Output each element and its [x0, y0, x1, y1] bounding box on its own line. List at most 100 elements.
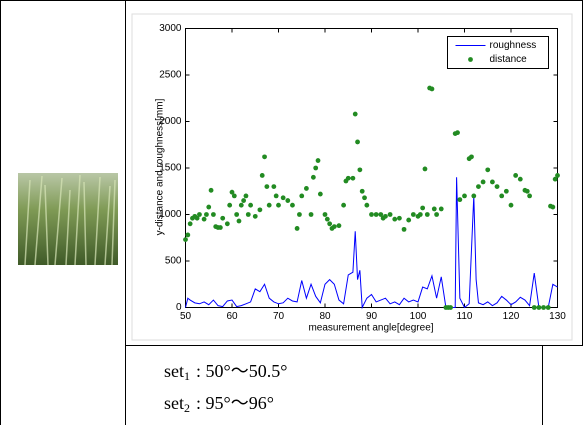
y-tick-label: 1000 — [159, 209, 182, 220]
x-axis-title: measurement angle[degree] — [308, 323, 433, 334]
distance-point — [503, 188, 509, 194]
distance-point — [310, 174, 316, 180]
y-tick-label: 2500 — [159, 70, 182, 81]
distance-point — [527, 193, 532, 199]
distance-point — [429, 86, 435, 92]
distance-point — [294, 226, 300, 231]
x-tick-label: 70 — [273, 311, 285, 322]
distance-point — [422, 166, 428, 172]
distance-point — [524, 188, 530, 194]
distance-point — [490, 179, 495, 185]
distance-point — [369, 212, 374, 217]
distance-point — [220, 215, 226, 221]
distance-point — [234, 212, 240, 217]
distance-point — [238, 202, 244, 208]
x-tick-label: 60 — [226, 311, 238, 322]
distance-point — [264, 184, 270, 190]
distance-point — [457, 197, 463, 203]
distance-point — [315, 158, 321, 163]
distance-point — [438, 206, 444, 212]
distance-point — [245, 212, 251, 217]
distance-point — [550, 204, 556, 210]
distance-point — [297, 212, 302, 217]
distance-point — [397, 215, 402, 221]
distance-point — [462, 193, 467, 199]
distance-point — [262, 154, 267, 160]
distance-point — [208, 187, 214, 193]
x-tick-label: 80 — [319, 311, 331, 322]
set-name: set — [164, 393, 184, 413]
set-name: set — [164, 361, 184, 381]
distance-point — [266, 202, 272, 208]
distance-point — [499, 193, 505, 199]
distance-point — [508, 202, 514, 208]
distance-point — [299, 193, 305, 199]
set-label: set1: 50°～50.5° — [164, 361, 287, 383]
plot-frame — [185, 28, 558, 308]
distance-point — [362, 195, 367, 201]
distance-point — [241, 198, 247, 203]
distance-point — [434, 212, 439, 217]
distance-point — [555, 173, 560, 178]
distance-point — [364, 202, 370, 208]
distance-point — [317, 191, 323, 197]
distance-point — [201, 216, 207, 222]
set-range: : 50°～50.5° — [196, 361, 287, 381]
distance-point — [259, 173, 265, 178]
distance-point — [231, 193, 237, 199]
distance-point — [341, 202, 346, 208]
distance-point — [285, 198, 291, 203]
distance-point — [410, 212, 416, 217]
x-tick-label: 130 — [549, 311, 566, 322]
distance-point — [252, 213, 258, 219]
distance-point — [494, 184, 500, 190]
distance-point — [417, 212, 423, 217]
distance-point — [469, 154, 474, 160]
y-tick-label: 0 — [176, 302, 182, 313]
distance-point — [387, 212, 393, 217]
grass-photo — [18, 173, 118, 266]
distance-point — [357, 167, 363, 173]
x-tick-label: 50 — [180, 311, 192, 322]
x-tick-label: 100 — [410, 311, 427, 322]
distance-point — [401, 226, 407, 232]
distance-point — [211, 212, 216, 217]
x-tick-label: 120 — [503, 311, 520, 322]
distance-point — [257, 207, 263, 213]
set-range: : 95°～96° — [196, 393, 274, 413]
distance-point — [531, 305, 537, 310]
y-tick-label: 3000 — [159, 23, 182, 34]
distance-point — [280, 195, 286, 201]
distance-point — [541, 305, 546, 310]
set-index: 2 — [184, 401, 190, 415]
y-tick-label: 2000 — [159, 116, 182, 127]
distance-point — [373, 212, 379, 217]
distance-point — [197, 212, 202, 217]
distance-point — [273, 193, 279, 199]
distance-point — [431, 206, 437, 212]
distance-point — [227, 202, 233, 208]
legend-label: distance — [490, 54, 528, 65]
distance-point — [243, 193, 249, 199]
distance-point — [336, 223, 342, 229]
legend-box — [447, 36, 549, 69]
distance-point — [304, 186, 309, 191]
distance-point — [455, 130, 460, 136]
distance-point — [224, 221, 230, 227]
distance-point — [324, 216, 330, 222]
distance-point — [194, 215, 200, 221]
roughness-line — [185, 177, 558, 310]
distance-point — [331, 224, 337, 229]
distance-point — [424, 212, 430, 217]
distance-point — [552, 176, 558, 182]
distance-point — [359, 188, 365, 194]
distance-point — [536, 305, 542, 310]
distance-point — [517, 176, 523, 182]
legend-label: roughness — [490, 40, 537, 51]
distance-point — [276, 202, 281, 208]
distance-point — [229, 189, 235, 195]
distance-point — [236, 218, 242, 224]
x-tick-label: 110 — [457, 311, 473, 322]
distance-point — [476, 184, 481, 190]
